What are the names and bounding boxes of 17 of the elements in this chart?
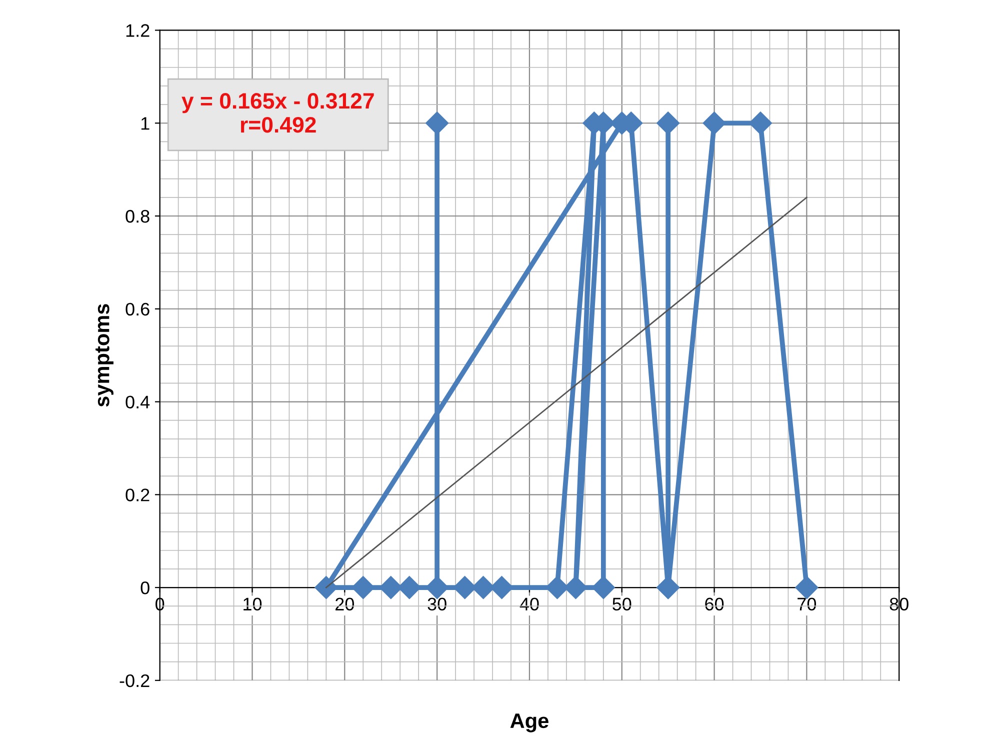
y-tick-label: -0.2 (120, 674, 150, 688)
x-tick-label: 30 (428, 598, 446, 611)
x-axis-title: Age (510, 714, 548, 732)
y-tick-label: 1 (141, 117, 150, 130)
y-tick-label: 0.8 (126, 210, 150, 223)
x-tick-label: 10 (244, 598, 262, 611)
y-tick-label: 0.4 (126, 396, 150, 408)
y-tick-label: 1.2 (126, 24, 150, 37)
y-axis-title: symptoms (96, 304, 114, 407)
x-tick-label: 20 (336, 598, 354, 611)
x-tick-label: 70 (798, 598, 816, 611)
y-tick-label: 0.2 (126, 488, 150, 502)
x-tick-label: 60 (705, 598, 724, 611)
x-tick-label: 50 (612, 598, 632, 611)
annotation: y = 0.165x - 0.3127 r=0.492 (182, 93, 374, 133)
y-tick-label: 0.6 (126, 302, 150, 316)
y-tick-label: 0 (140, 581, 150, 594)
